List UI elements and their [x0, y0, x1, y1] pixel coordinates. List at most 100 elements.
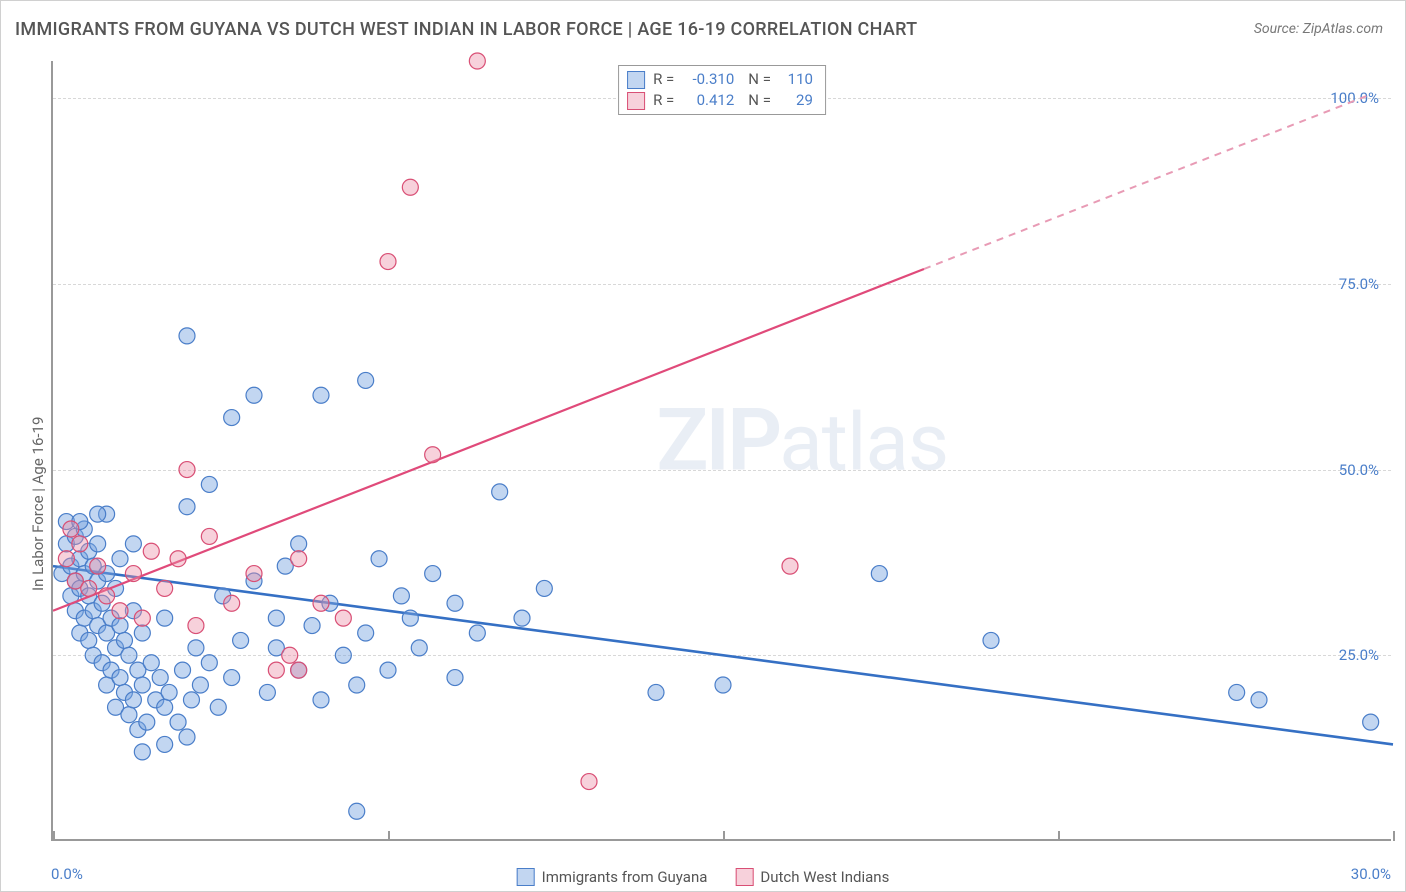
data-point [246, 566, 262, 582]
data-point [125, 566, 141, 582]
data-point [402, 610, 418, 626]
data-point [188, 640, 204, 656]
bottom-legend: Immigrants from GuyanaDutch West Indians [517, 868, 890, 886]
data-point [179, 462, 195, 478]
data-point [224, 595, 240, 611]
trend-line [924, 94, 1371, 269]
data-point [201, 528, 217, 544]
data-point [201, 476, 217, 492]
data-point [715, 677, 731, 693]
plot-area: ZIPatlas 25.0%50.0%75.0%100.0% In Labor … [51, 61, 1391, 841]
data-point [1363, 714, 1379, 730]
x-tick [388, 831, 390, 841]
trend-line [53, 566, 1393, 744]
data-point [291, 551, 307, 567]
data-point [268, 662, 284, 678]
chart-title: IMMIGRANTS FROM GUYANA VS DUTCH WEST IND… [15, 19, 917, 40]
data-point [259, 684, 275, 700]
data-point [134, 744, 150, 760]
data-point [380, 662, 396, 678]
x-tick [53, 831, 55, 841]
data-point [246, 387, 262, 403]
chart-container: IMMIGRANTS FROM GUYANA VS DUTCH WEST IND… [0, 0, 1406, 892]
stats-legend-row: R =0.412N =29 [627, 90, 813, 111]
data-point [99, 588, 115, 604]
stats-r-label: R = [653, 69, 674, 90]
data-point [170, 551, 186, 567]
x-tick-label: 0.0% [51, 865, 83, 883]
plot-svg [53, 61, 1391, 839]
data-point [143, 543, 159, 559]
data-point [179, 729, 195, 745]
data-point [492, 484, 508, 500]
data-point [871, 566, 887, 582]
data-point [581, 774, 597, 790]
data-point [112, 603, 128, 619]
data-point [469, 625, 485, 641]
data-point [335, 647, 351, 663]
data-point [188, 618, 204, 634]
data-point [90, 506, 106, 522]
data-point [349, 803, 365, 819]
data-point [134, 610, 150, 626]
data-point [179, 499, 195, 515]
data-point [139, 714, 155, 730]
data-point [291, 536, 307, 552]
data-point [125, 536, 141, 552]
data-point [648, 684, 664, 700]
y-axis-label: In Labor Force | Age 16-19 [29, 417, 47, 591]
data-point [411, 640, 427, 656]
data-point [514, 610, 530, 626]
data-point [425, 447, 441, 463]
data-point [157, 580, 173, 596]
data-point [201, 655, 217, 671]
data-point [175, 662, 191, 678]
data-point [983, 632, 999, 648]
data-point [112, 551, 128, 567]
data-point [183, 692, 199, 708]
x-tick [1058, 831, 1060, 841]
data-point [121, 707, 137, 723]
data-point [358, 625, 374, 641]
data-point [161, 684, 177, 700]
data-point [112, 618, 128, 634]
data-point [224, 670, 240, 686]
data-point [157, 736, 173, 752]
data-point [179, 328, 195, 344]
data-point [233, 632, 249, 648]
stats-legend-row: R =-0.310N =110 [627, 69, 813, 90]
legend-swatch [627, 92, 645, 110]
data-point [81, 632, 97, 648]
legend-swatch [735, 868, 753, 886]
data-point [1251, 692, 1267, 708]
data-point [143, 655, 159, 671]
data-point [125, 692, 141, 708]
data-point [447, 595, 463, 611]
data-point [304, 618, 320, 634]
data-point [157, 610, 173, 626]
data-point [313, 387, 329, 403]
stats-n-value: 29 [779, 90, 813, 111]
data-point [134, 677, 150, 693]
data-point [536, 580, 552, 596]
data-point [112, 670, 128, 686]
data-point [224, 410, 240, 426]
data-point [371, 551, 387, 567]
data-point [469, 53, 485, 69]
stats-r-value: 0.412 [682, 90, 734, 111]
data-point [349, 677, 365, 693]
data-point [313, 692, 329, 708]
data-point [81, 580, 97, 596]
source-attribution: Source: ZipAtlas.com [1254, 21, 1383, 37]
data-point [358, 372, 374, 388]
data-point [447, 670, 463, 686]
data-point [90, 558, 106, 574]
data-point [380, 254, 396, 270]
data-point [90, 536, 106, 552]
x-tick [723, 831, 725, 841]
data-point [72, 536, 88, 552]
x-tick [1393, 831, 1395, 841]
x-tick-label: 30.0% [1351, 865, 1391, 883]
data-point [63, 521, 79, 537]
data-point [402, 179, 418, 195]
